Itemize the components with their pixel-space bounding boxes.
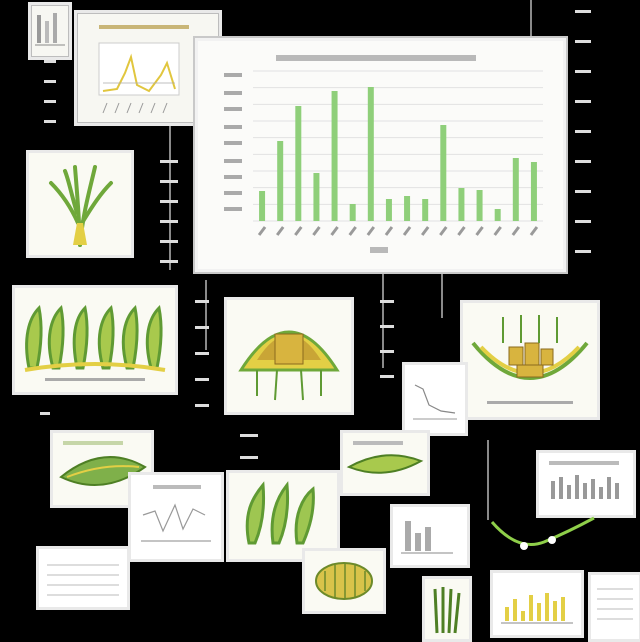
fern-leaves-icon <box>229 473 337 559</box>
connector-line <box>487 440 489 520</box>
x-tick-label <box>330 226 339 236</box>
connector-line <box>169 10 171 270</box>
tick-strip <box>44 60 56 140</box>
thumbnail-card <box>28 2 72 60</box>
dome-plant-icon <box>227 300 351 412</box>
leaf-icon <box>343 433 427 493</box>
x-tick-label <box>348 226 357 236</box>
chart-bar <box>512 158 519 221</box>
line-graph-card <box>128 472 224 562</box>
x-tick-label <box>366 226 376 236</box>
x-tick-label <box>312 226 321 236</box>
x-tick-label <box>457 226 466 236</box>
grass-tuft-icon <box>425 579 469 639</box>
connector-line <box>441 268 443 318</box>
connector-line <box>205 280 207 350</box>
chart-bar <box>349 204 356 221</box>
plant-illustration-card <box>226 470 340 562</box>
x-tick-label <box>275 226 285 236</box>
mini-bar-chart-icon <box>393 507 467 565</box>
x-axis-tick-marks <box>257 226 539 236</box>
table-icon <box>591 575 639 639</box>
leaves-row-icon <box>15 288 175 392</box>
x-tick-label <box>384 226 394 236</box>
plant-illustration-card <box>26 150 134 258</box>
x-axis-label-placeholder <box>370 247 388 253</box>
decline-graph-icon <box>405 365 465 433</box>
pineapple-icon <box>305 551 383 611</box>
sprout-icon <box>490 516 595 550</box>
chart-gridlines <box>253 70 543 222</box>
bar-thumbnail-card <box>536 450 636 518</box>
bar-thumbnail-card <box>490 570 584 638</box>
chart-bar <box>530 162 537 221</box>
leaf-card <box>340 430 430 496</box>
tick-strip <box>160 160 178 280</box>
x-tick-label <box>257 226 267 236</box>
tick-strip <box>195 300 209 430</box>
tick-strip <box>40 392 50 432</box>
basket-plant-icon <box>463 303 597 417</box>
mini-chart-icon <box>35 13 65 46</box>
tick-strip <box>575 10 591 260</box>
x-tick-label <box>493 226 502 236</box>
chart-bar <box>277 141 284 221</box>
x-tick-label <box>420 226 430 236</box>
chart-bars <box>259 87 537 221</box>
chart-bar <box>295 106 302 221</box>
chart-bar <box>404 196 411 221</box>
x-tick-label <box>294 226 303 236</box>
chart-bar <box>440 125 447 221</box>
table-icon <box>39 549 127 607</box>
mini-bar-chart-icon <box>493 573 581 635</box>
chart-bar <box>494 209 501 221</box>
x-tick-label <box>402 226 412 236</box>
chart-bar <box>476 190 483 221</box>
connector-line <box>530 0 532 40</box>
grass-stalk-icon <box>29 153 131 255</box>
x-tick-label <box>439 226 448 236</box>
bar-chart-card <box>195 38 566 272</box>
chart-bar <box>458 188 465 221</box>
tick-strip <box>380 300 394 400</box>
x-tick-label <box>511 226 521 236</box>
plant-illustration-card <box>224 297 354 415</box>
data-table-card <box>588 572 640 642</box>
mini-bar-chart-icon <box>539 453 633 515</box>
line-graph-icon <box>131 475 221 559</box>
bar-chart <box>224 55 543 253</box>
plant-illustration-card <box>12 285 178 395</box>
y-axis-tick-marks <box>224 73 242 211</box>
data-table-card <box>36 546 130 610</box>
chart-bar <box>331 91 338 221</box>
plant-illustration-card <box>302 548 386 614</box>
x-tick-label <box>529 226 539 236</box>
x-tick-label <box>475 226 484 236</box>
chart-bar <box>385 199 392 221</box>
connector-line <box>382 268 384 368</box>
chart-bar <box>259 191 266 221</box>
plant-illustration-card <box>460 300 600 420</box>
graph-thumbnail-card <box>402 362 468 436</box>
line-chart-thumbnail <box>98 25 189 114</box>
chart-bar <box>422 199 429 221</box>
plant-illustration-card <box>422 576 472 642</box>
bar-thumbnail-card <box>390 504 470 568</box>
chart-title-placeholder <box>276 55 476 61</box>
chart-bar <box>313 173 320 221</box>
chart-bar <box>367 87 374 221</box>
